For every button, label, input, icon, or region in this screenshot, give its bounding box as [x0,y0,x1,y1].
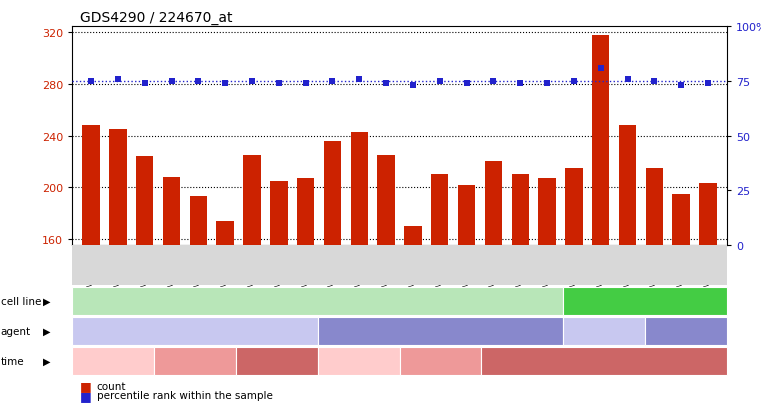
Text: day 2: day 2 [344,356,373,366]
Bar [351,133,368,413]
Text: count: count [97,381,126,391]
Bar [270,181,288,413]
Text: time: time [1,356,24,366]
Point [85,78,97,85]
Bar [136,157,154,413]
Bar [82,126,100,413]
Text: MV4-11: MV4-11 [298,296,338,306]
Point [272,81,285,87]
Bar [485,162,502,413]
Text: day 6: day 6 [590,356,619,366]
Point [594,65,607,72]
Point [702,81,714,87]
Point [675,83,687,89]
Bar [189,197,207,413]
Bar [216,221,234,413]
Bar [244,156,261,413]
Text: ▶: ▶ [43,296,51,306]
Text: day 4: day 4 [180,356,209,366]
Bar [163,178,180,413]
Point [193,78,205,85]
Text: day 6: day 6 [263,356,291,366]
Bar [511,175,529,413]
Text: control: control [177,326,213,336]
Bar [431,175,448,413]
Point [434,78,446,85]
Point [622,76,634,83]
Text: EPZ004777: EPZ004777 [656,326,715,336]
Point [353,76,365,83]
Bar [673,194,690,413]
Point [326,78,339,85]
Text: ■: ■ [80,389,91,402]
Point [112,76,124,83]
Bar [404,226,422,413]
Text: day 4: day 4 [426,356,455,366]
Point [407,83,419,89]
Text: ▶: ▶ [43,356,51,366]
Bar [619,126,636,413]
Bar [458,185,476,413]
Bar [297,179,314,413]
Bar [592,36,610,413]
Text: GDS4290 / 224670_at: GDS4290 / 224670_at [80,11,232,25]
Point [165,78,177,85]
Bar [699,184,717,413]
Bar [377,156,395,413]
Text: ■: ■ [80,379,91,392]
Bar [538,179,556,413]
Text: MOLM-13: MOLM-13 [620,296,670,306]
Text: ▶: ▶ [43,326,51,336]
Bar [109,130,126,413]
Text: percentile rank within the sample: percentile rank within the sample [97,390,272,400]
Text: cell line: cell line [1,296,41,306]
Point [219,81,231,87]
Text: agent: agent [1,326,31,336]
Point [541,81,553,87]
Point [380,81,392,87]
Text: control: control [586,326,622,336]
Bar [645,169,663,413]
Point [568,78,580,85]
Point [139,81,151,87]
Point [460,81,473,87]
Bar [565,169,583,413]
Point [648,78,661,85]
Text: day 2: day 2 [99,356,128,366]
Point [514,81,527,87]
Point [246,78,258,85]
Point [487,78,499,85]
Text: EPZ004777: EPZ004777 [411,326,470,336]
Bar [323,141,341,413]
Point [300,81,312,87]
